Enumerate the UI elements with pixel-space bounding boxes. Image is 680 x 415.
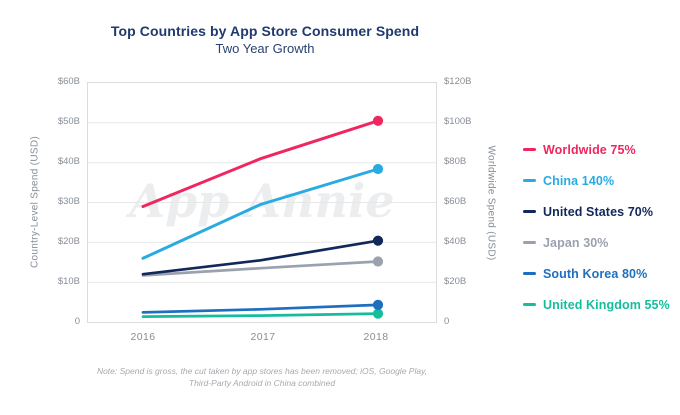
right-axis-tick: $60B [444,196,467,207]
x-axis-tick-2017: 2017 [250,331,276,343]
legend-item-japan: Japan 30% [523,227,670,258]
series-endpoint-south-korea [372,299,384,310]
chart-title: Top Countries by App Store Consumer Spen… [110,23,420,39]
left-axis-tick: 0 [74,316,80,327]
series-line-south-korea [141,303,380,314]
series-line-china [141,167,380,260]
legend-label-china: China 140% [543,173,615,188]
right-axis-tick: 0 [444,316,450,327]
chart-subtitle: Two Year Growth [215,41,315,56]
left-axis-tick: $10B [57,276,80,287]
legend-label-south-korea: South Korea 80% [543,266,648,281]
series-line-united-states [141,239,380,276]
x-axis-tick-2016: 2016 [130,331,156,343]
footnote: Note: Spend is gross, the cut taken by a… [62,365,462,390]
legend-dash-icon [523,241,536,244]
legend: Worldwide 75% China 140% United States 70%… [523,134,670,320]
left-axis-tick: $20B [57,236,80,247]
series-endpoint-china [372,163,384,175]
series-line-worldwide [141,119,380,208]
footnote-line-2: Third-Party Android in China combined [188,378,336,389]
legend-item-south-korea: South Korea 80% [523,258,670,289]
series-line-united-kingdom [141,312,380,318]
legend-dash-icon [523,303,536,306]
left-axis-tick: $50B [57,116,80,127]
right-axis-tick: $100B [444,116,472,127]
series-endpoint-worldwide [372,115,384,126]
legend-dash-icon [523,148,536,151]
legend-label-worldwide: Worldwide 75% [543,142,636,157]
legend-item-united-kingdom: United Kingdom 55% [523,289,670,320]
right-axis-tick: $80B [444,156,467,167]
legend-item-united-states: United States 70% [523,196,670,227]
series-endpoint-united-kingdom [372,308,384,319]
right-axis-tick: $40B [444,236,467,247]
legend-dash-icon [523,272,536,275]
left-axis-tick: $40B [57,156,80,167]
series-line-japan [141,260,380,277]
series-endpoint-united-states [372,235,384,246]
legend-dash-icon [523,210,536,213]
left-axis-tick: $30B [57,196,80,207]
left-axis-tick: $60B [57,76,80,87]
legend-item-china: China 140% [523,165,670,196]
legend-item-worldwide: Worldwide 75% [523,134,670,165]
chart-svg [88,115,436,319]
series-endpoint-japan [372,256,384,267]
right-axis-tick: $20B [444,276,467,287]
right-axis-tick: $120B [444,76,472,87]
legend-label-japan: Japan 30% [543,235,609,250]
legend-label-united-kingdom: United Kingdom 55% [543,297,670,312]
legend-label-united-states: United States 70% [543,204,654,219]
footnote-line-1: Note: Spend is gross, the cut taken by a… [96,366,428,376]
plot-area: App Annie [87,82,437,323]
legend-dash-icon [523,179,536,182]
x-axis-tick-2018: 2018 [363,331,389,343]
